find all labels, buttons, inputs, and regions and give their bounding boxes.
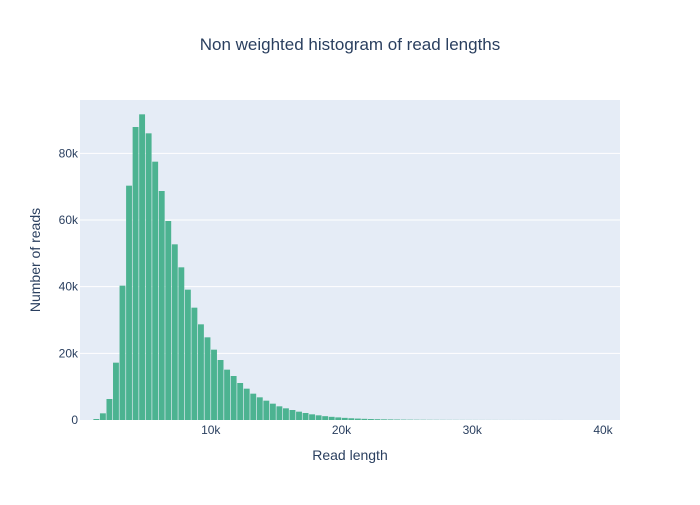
y-tick-label: 80k xyxy=(59,146,79,160)
histogram-bar xyxy=(237,383,243,420)
y-tick-label: 60k xyxy=(59,213,79,227)
histogram-bar xyxy=(205,337,211,420)
y-axis-ticks: 0 20k 40k 60k 80k xyxy=(59,146,79,427)
y-tick-label: 0 xyxy=(71,413,78,427)
histogram-bar xyxy=(348,418,354,420)
histogram-bar xyxy=(276,406,282,420)
histogram-bar xyxy=(257,397,263,420)
histogram-bar xyxy=(126,186,132,420)
histogram-bar xyxy=(309,414,315,420)
histogram-bar xyxy=(368,419,374,420)
histogram-bar xyxy=(159,191,165,420)
histogram-bar xyxy=(224,370,230,420)
histogram-bar xyxy=(296,412,302,420)
histogram-bar xyxy=(172,244,178,420)
histogram-bar xyxy=(355,419,361,420)
histogram-bar xyxy=(335,417,341,420)
histogram-bar xyxy=(283,408,289,420)
histogram-bar xyxy=(146,133,152,420)
histogram-bar xyxy=(152,162,158,420)
x-tick-label: 30k xyxy=(463,423,483,437)
x-tick-label: 10k xyxy=(201,423,221,437)
histogram-bar xyxy=(113,363,119,420)
histogram-bar xyxy=(270,404,276,420)
x-tick-label: 20k xyxy=(332,423,352,437)
histogram-bar xyxy=(178,267,184,420)
histogram-bar xyxy=(329,417,335,420)
histogram-bar xyxy=(388,419,394,420)
histogram-bar xyxy=(322,416,328,420)
histogram-bar xyxy=(361,419,367,420)
histogram-bar xyxy=(198,324,204,420)
histogram-bar xyxy=(133,127,139,420)
histogram-bar xyxy=(185,290,191,420)
histogram-bar xyxy=(342,418,348,420)
histogram-bar xyxy=(93,419,99,420)
histogram-bar xyxy=(375,419,381,420)
chart-title: Non weighted histogram of read lengths xyxy=(200,35,501,54)
histogram-bar xyxy=(231,376,237,420)
y-tick-label: 20k xyxy=(59,346,79,360)
x-axis-title: Read length xyxy=(312,447,388,463)
histogram-bar xyxy=(303,413,309,420)
histogram-bar xyxy=(211,350,217,420)
histogram-bar xyxy=(381,419,387,420)
x-tick-label: 40k xyxy=(593,423,613,437)
histogram-bar xyxy=(120,286,126,420)
histogram-bar xyxy=(218,360,224,420)
histogram-bar xyxy=(165,221,171,420)
histogram-bar xyxy=(244,389,250,420)
histogram-bar xyxy=(100,413,106,420)
x-axis-ticks: 10k 20k 30k 40k xyxy=(201,423,614,437)
y-tick-label: 40k xyxy=(59,280,79,294)
histogram-bar xyxy=(250,394,256,420)
histogram-bar xyxy=(106,399,112,420)
histogram-bar xyxy=(191,308,197,420)
y-axis-title: Number of reads xyxy=(27,208,43,312)
histogram-bar xyxy=(263,401,269,420)
histogram-bar xyxy=(290,410,296,420)
histogram-bar xyxy=(139,114,145,420)
histogram-bar xyxy=(316,415,322,420)
